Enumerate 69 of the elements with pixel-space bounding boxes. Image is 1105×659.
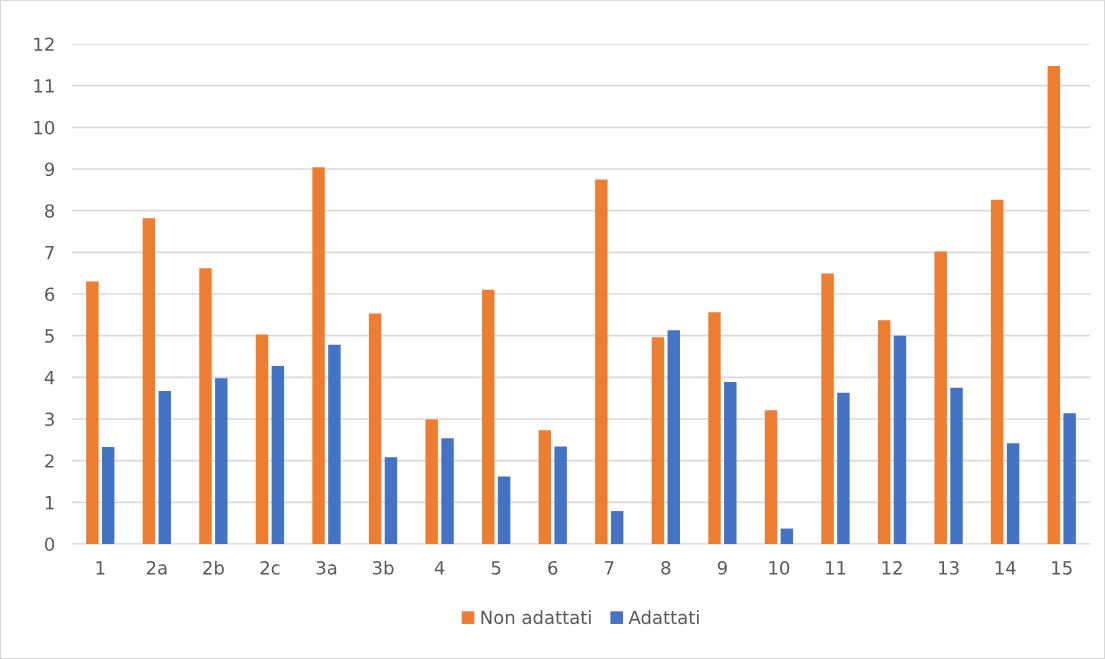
x-tick-label: 3b <box>372 560 394 575</box>
bar <box>837 392 850 544</box>
bar <box>651 337 665 544</box>
x-tick-label: 7 <box>605 561 614 575</box>
bar <box>554 446 567 544</box>
x-tick-label: 1 <box>96 561 105 575</box>
y-tick-label: 9 <box>44 162 55 177</box>
y-tick-label: 12 <box>34 37 54 51</box>
x-tick-label: 6 <box>548 560 558 575</box>
x-tick-label: 2a <box>146 560 167 575</box>
x-tick-label: 11 <box>826 561 846 575</box>
bar <box>384 457 398 544</box>
bar <box>595 179 608 544</box>
bar <box>368 313 382 544</box>
legend-label: Non adattati <box>481 610 591 625</box>
bar <box>893 335 907 544</box>
x-tick-label: 4 <box>434 561 445 575</box>
bar <box>764 410 778 544</box>
bar <box>101 446 115 544</box>
bar <box>328 344 341 544</box>
x-tick-label: 12 <box>882 560 902 575</box>
bar <box>821 273 834 544</box>
bar <box>199 268 212 544</box>
bar <box>142 218 156 544</box>
y-tick-label: 7 <box>45 246 54 260</box>
bar <box>1047 66 1061 544</box>
x-tick-label: 3a <box>316 560 337 575</box>
x-tick-label: 10 <box>769 560 790 575</box>
y-tick-label: 6 <box>45 287 55 302</box>
bar <box>271 366 285 544</box>
bar <box>158 391 171 544</box>
y-tick-label: 10 <box>34 120 55 135</box>
y-tick-label: 5 <box>45 329 54 343</box>
x-tick-label: 2c <box>260 560 280 575</box>
bar <box>441 438 454 544</box>
x-tick-label: 13 <box>939 560 959 575</box>
bar <box>724 381 737 544</box>
x-tick-label: 8 <box>661 560 671 575</box>
bar <box>780 528 794 544</box>
legend-label: Adattati <box>628 610 699 625</box>
y-tick-label: 3 <box>45 412 54 427</box>
x-tick-label: 9 <box>717 560 727 575</box>
bar <box>934 251 947 544</box>
bar <box>667 330 680 544</box>
x-tick-label: 5 <box>491 561 501 575</box>
bar <box>86 281 99 544</box>
bar <box>425 419 438 544</box>
bar <box>991 199 1004 544</box>
bar <box>877 320 891 544</box>
bar <box>482 289 495 544</box>
x-tick-label: 2b <box>203 560 224 575</box>
bar <box>1006 443 1020 544</box>
y-tick-label: 0 <box>45 537 55 552</box>
bar <box>255 334 269 544</box>
bar <box>708 312 721 544</box>
x-tick-label: 14 <box>995 561 1016 575</box>
y-tick-label: 11 <box>34 79 54 93</box>
y-tick-label: 1 <box>45 496 54 510</box>
bar <box>215 378 228 544</box>
bar <box>950 387 963 544</box>
bar <box>610 511 624 544</box>
y-tick-label: 4 <box>44 371 55 385</box>
bar <box>312 167 325 544</box>
x-tick-label: 15 <box>1052 561 1072 575</box>
y-tick-label: 8 <box>45 204 55 218</box>
bar <box>1063 413 1076 544</box>
bar <box>538 430 552 544</box>
y-tick-label: 2 <box>45 454 54 468</box>
bar <box>497 476 511 544</box>
